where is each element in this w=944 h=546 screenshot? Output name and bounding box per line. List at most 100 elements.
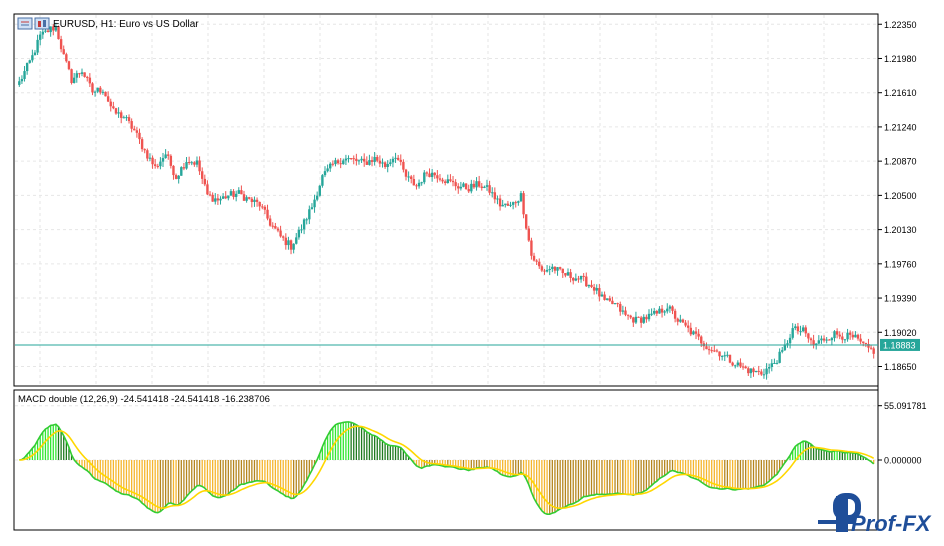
candle-body <box>783 344 787 351</box>
candle-body <box>663 311 666 313</box>
price-tick-label: 1.19390 <box>884 294 917 304</box>
candle <box>511 201 515 210</box>
candle-body <box>645 316 648 320</box>
candle-body <box>506 203 510 206</box>
candle <box>420 181 423 186</box>
candle-body <box>624 310 627 315</box>
candle-body <box>728 354 732 363</box>
candle-body <box>655 310 659 314</box>
candle-body <box>396 157 400 160</box>
candle-body <box>872 348 875 354</box>
candle <box>815 343 818 350</box>
price-tick-label: 1.21980 <box>884 54 917 64</box>
candle <box>399 154 402 166</box>
candle <box>221 193 225 199</box>
candle-body <box>318 185 321 196</box>
price-tick-label: 1.21240 <box>884 122 917 132</box>
candle-body <box>462 183 465 187</box>
candle-body <box>731 362 734 366</box>
candle-body <box>710 350 713 352</box>
main-chart-panel[interactable] <box>13 13 879 387</box>
candle-body <box>658 308 661 314</box>
candle <box>295 233 298 245</box>
candle-body <box>493 192 497 200</box>
candle-body <box>449 179 452 181</box>
candle-body <box>365 161 369 165</box>
candle-body <box>232 191 235 197</box>
candle-body <box>848 332 852 335</box>
candle-body <box>407 176 410 178</box>
symbol-icon[interactable] <box>17 17 50 30</box>
candle-body <box>161 158 165 162</box>
candle <box>133 125 136 131</box>
candle <box>80 68 84 77</box>
candle <box>757 365 760 376</box>
candle-body <box>376 156 379 161</box>
candle <box>796 322 800 335</box>
candle-body <box>127 117 131 122</box>
candle-body <box>326 168 329 172</box>
candle-body <box>172 165 175 176</box>
candle-body <box>349 158 353 160</box>
candle-body <box>187 162 191 164</box>
candle <box>195 156 199 168</box>
candle-body <box>540 266 544 271</box>
candle-body <box>381 162 384 164</box>
candle <box>287 236 290 250</box>
candle <box>812 334 815 349</box>
candle <box>848 330 852 340</box>
candle-body <box>190 162 193 164</box>
candle <box>760 369 763 376</box>
candle-body <box>357 160 361 162</box>
candle <box>268 215 272 227</box>
candle-body <box>595 288 598 291</box>
candle-body <box>33 52 37 56</box>
candle <box>467 184 470 193</box>
candle-body <box>39 34 42 40</box>
candle-body <box>553 266 557 271</box>
candle <box>778 348 781 364</box>
price-tick-label: 1.19760 <box>884 259 917 269</box>
candle-body <box>198 160 201 172</box>
candle <box>386 160 389 173</box>
candle <box>250 196 254 208</box>
candle <box>402 159 405 173</box>
candle-body <box>616 303 619 305</box>
candle-body <box>747 368 750 374</box>
candle-body <box>668 306 672 309</box>
candle-body <box>545 269 549 272</box>
candle-body <box>122 117 126 119</box>
candle <box>57 25 60 40</box>
candle-body <box>598 288 601 297</box>
candle-body <box>686 325 690 328</box>
candle <box>383 161 387 169</box>
candle <box>846 328 849 342</box>
candle <box>514 200 517 208</box>
candle-body <box>91 83 94 93</box>
candle <box>556 266 559 276</box>
candle-body <box>227 195 230 199</box>
candle <box>773 358 776 364</box>
candle <box>91 82 94 96</box>
candle <box>843 338 847 344</box>
candle-body <box>410 176 413 180</box>
candle-body <box>820 338 823 341</box>
candle <box>726 351 729 358</box>
price-tick-label: 1.19020 <box>884 328 917 338</box>
candle <box>381 158 384 168</box>
candle-body <box>295 237 298 244</box>
candle-body <box>786 343 789 345</box>
candle <box>830 336 834 346</box>
candle <box>820 335 823 344</box>
candle <box>605 298 609 301</box>
candle <box>206 180 209 195</box>
candle <box>475 177 478 191</box>
candle <box>804 325 807 337</box>
main-grid <box>15 15 877 385</box>
candle-body <box>828 339 831 341</box>
candle-body <box>752 368 755 373</box>
candle <box>715 348 719 353</box>
candle-body <box>336 160 340 164</box>
